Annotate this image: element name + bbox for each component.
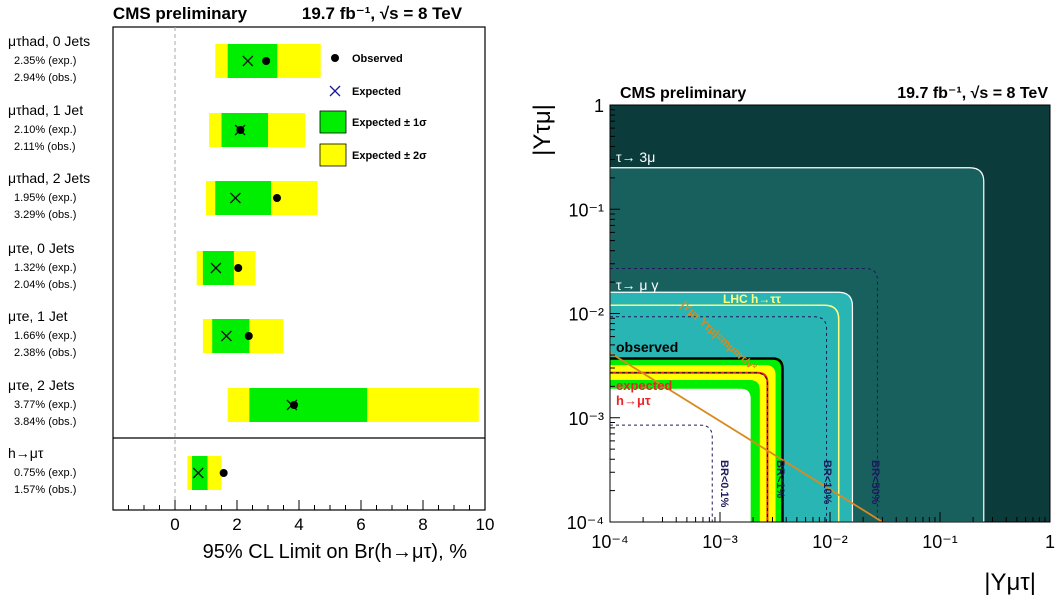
y-tick-label: 1 bbox=[594, 96, 604, 116]
observed-value-label: 2.38% (obs.) bbox=[14, 347, 76, 359]
legend-band1-swatch bbox=[319, 110, 347, 134]
observed-marker bbox=[244, 332, 253, 340]
signal-label: h→μτ bbox=[616, 393, 651, 408]
br-contour-label: BR<1% bbox=[774, 460, 786, 498]
plot-area bbox=[610, 105, 1050, 522]
expected-value-label: 2.10% (exp.) bbox=[14, 124, 76, 136]
category-label: μτe, 1 Jet bbox=[8, 308, 68, 324]
expected-marker bbox=[242, 55, 254, 67]
expected-value-label: 1.66% (exp.) bbox=[14, 330, 76, 342]
x-tick-label: 10 bbox=[476, 515, 495, 534]
observed-value-label: 3.84% (obs.) bbox=[14, 416, 76, 428]
observed-marker bbox=[234, 264, 243, 272]
observed-marker bbox=[290, 401, 299, 409]
observed-label: observed bbox=[616, 339, 678, 355]
legend-observed-marker bbox=[331, 54, 339, 62]
x-axis-title: 95% CL Limit on Br(h→μτ), % bbox=[203, 541, 468, 563]
allowed-region bbox=[610, 388, 751, 522]
y-tick-label: 10⁻⁴ bbox=[567, 513, 604, 533]
x-axis-title: |Yμτ| bbox=[984, 569, 1036, 596]
band-1sigma bbox=[249, 388, 368, 422]
x-tick-label: 10⁻² bbox=[812, 532, 848, 552]
br-contour-label: BR<10% bbox=[821, 460, 833, 505]
band-1sigma bbox=[192, 456, 208, 490]
observed-value-label: 2.04% (obs.) bbox=[14, 279, 76, 291]
header-left: CMS preliminary bbox=[113, 4, 248, 23]
y-tick-label: 10⁻² bbox=[568, 305, 604, 325]
category-label: μτe, 0 Jets bbox=[8, 240, 75, 256]
expected-value-label: 1.32% (exp.) bbox=[14, 262, 76, 274]
x-tick-label: 10⁻¹ bbox=[922, 532, 958, 552]
br-contour-line bbox=[610, 424, 713, 522]
expected-value-label: 3.77% (exp.) bbox=[14, 399, 76, 411]
observed-value-label: 2.94% (obs.) bbox=[14, 72, 76, 84]
y-tick-label: 10⁻³ bbox=[568, 409, 604, 429]
limit-bar-chart: CMS preliminary 19.7 fb⁻¹, √s = 8 TeV μτha… bbox=[8, 4, 495, 563]
br-contour-line bbox=[610, 268, 878, 522]
expected-marker bbox=[192, 467, 204, 479]
observed-value-label: 1.57% (obs.) bbox=[14, 484, 76, 496]
x-tick-label: 4 bbox=[294, 515, 303, 534]
x-tick-label: 2 bbox=[232, 515, 241, 534]
x-tick-label: 10⁻³ bbox=[702, 532, 738, 552]
category-label: μτe, 2 Jets bbox=[8, 377, 75, 393]
y-axis-title: |Yτμ| bbox=[529, 104, 556, 156]
lhc-htautau-label: LHC h→ττ bbox=[723, 292, 782, 306]
category-label: μτhad, 1 Jet bbox=[8, 102, 83, 118]
expected-marker bbox=[221, 330, 232, 342]
observed-marker bbox=[236, 126, 245, 134]
band-1sigma bbox=[202, 251, 234, 285]
observed-value-label: 2.11% (obs.) bbox=[14, 141, 76, 153]
band-1sigma bbox=[215, 181, 272, 215]
band-1sigma bbox=[221, 113, 268, 147]
band-1sigma bbox=[212, 319, 250, 353]
br-contour-label: BR<0.1% bbox=[718, 460, 730, 508]
br-contour-line bbox=[610, 372, 768, 522]
expected-value-label: 0.75% (exp.) bbox=[14, 467, 76, 479]
legend-band2-label: Expected ± 2σ bbox=[352, 150, 427, 162]
tau-3mu-label: τ→ 3μ bbox=[616, 149, 655, 165]
observed-value-label: 3.29% (obs.) bbox=[14, 209, 76, 221]
x-tick-label: 6 bbox=[356, 515, 365, 534]
legend-observed-label: Observed bbox=[352, 53, 403, 65]
y-tick-label: 10⁻¹ bbox=[568, 200, 604, 220]
br-contour-line bbox=[610, 316, 828, 522]
tau-mugamma-label: τ→ μ γ bbox=[616, 277, 658, 293]
expected-value-label: 2.35% (exp.) bbox=[14, 55, 76, 67]
observed-marker bbox=[272, 194, 281, 202]
br-contour-label: BR<50% bbox=[869, 460, 881, 505]
x-tick-label: 10⁻⁴ bbox=[591, 532, 628, 552]
header-right: 19.7 fb⁻¹, √s = 8 TeV bbox=[302, 4, 463, 23]
header-left: CMS preliminary bbox=[620, 85, 746, 102]
lhc-htautau-contour bbox=[610, 304, 840, 522]
observed-limit-line bbox=[610, 357, 784, 522]
x-tick-label: 8 bbox=[418, 515, 427, 534]
observed-marker bbox=[262, 57, 271, 65]
yukawa-coupling-chart: CMS preliminary 19.7 fb⁻¹, √s = 8 TeV τ→ 3… bbox=[529, 85, 1055, 596]
expected-marker bbox=[229, 192, 241, 204]
expected-label: expected bbox=[616, 378, 672, 393]
header-right: 19.7 fb⁻¹, √s = 8 TeV bbox=[897, 85, 1048, 102]
x-tick-label: 1 bbox=[1045, 532, 1055, 552]
x-tick-label: 0 bbox=[170, 515, 179, 534]
legend-expected-marker bbox=[329, 85, 341, 97]
legend-band1-label: Expected ± 1σ bbox=[352, 117, 427, 129]
legend-expected-label: Expected bbox=[352, 86, 401, 98]
observed-marker bbox=[219, 469, 228, 477]
legend-band2-swatch bbox=[319, 143, 347, 167]
naturalness-line bbox=[610, 352, 883, 522]
expected-marker bbox=[210, 262, 222, 274]
category-label: μτhad, 2 Jets bbox=[8, 170, 90, 186]
category-label: h→μτ bbox=[8, 445, 44, 461]
category-label: μτhad, 0 Jets bbox=[8, 33, 90, 49]
expected-value-label: 1.95% (exp.) bbox=[14, 192, 76, 204]
